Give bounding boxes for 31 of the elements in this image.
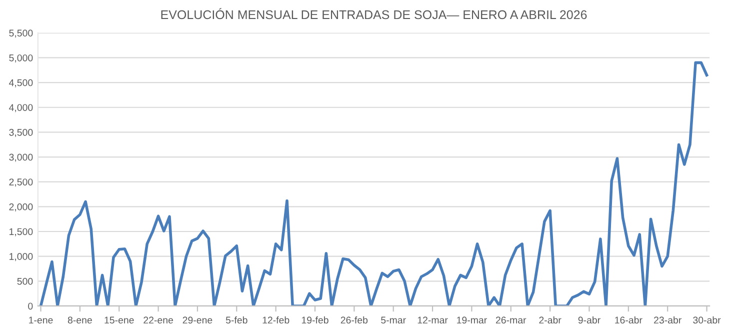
- x-tick-label: 19-feb: [302, 316, 328, 324]
- y-tick-label: 2,500: [9, 178, 33, 187]
- y-tick-label: 4,000: [8, 104, 33, 112]
- x-tick-label: 12-feb: [262, 316, 290, 324]
- y-tick-label: 2,000: [9, 203, 33, 212]
- x-tick-label: 26-mar: [496, 316, 526, 324]
- y-tick-label: 0: [28, 302, 33, 310]
- chart-title: EVOLUCIÓN MENSUAL DE ENTRADAS DE SOJA— ENERO A ABRIL 2026: [161, 8, 587, 20]
- y-tick-label: 500: [17, 278, 33, 285]
- x-tick-label: 12-mar: [418, 316, 448, 324]
- y-tick-label: 1,000: [10, 253, 33, 262]
- x-tick-label: 9-abr: [578, 316, 600, 324]
- x-tick-label: 16-abr: [615, 316, 642, 324]
- y-tick-label: 3,500: [9, 128, 33, 137]
- x-tick-label: 2-abr: [539, 316, 562, 324]
- y-tick-label: 5,500: [9, 30, 33, 38]
- x-tick-label: 30-abr: [693, 316, 721, 324]
- x-tick-label: 1-ene: [29, 316, 53, 324]
- y-tick-label: 4,500: [8, 79, 33, 88]
- y-tick-label: 3,000: [9, 154, 33, 162]
- y-tick-label: 5,000: [9, 54, 33, 62]
- x-tick-label: 29-ene: [182, 316, 212, 324]
- x-tick-label: 23-abr: [654, 316, 682, 324]
- x-tick-label: 26-feb: [340, 316, 368, 324]
- x-tick-label: 5-feb: [226, 316, 248, 324]
- y-tick-label: 1,500: [10, 228, 33, 236]
- x-tick-label: 5-mar: [381, 316, 406, 324]
- x-tick-label: 15-ene: [104, 316, 134, 324]
- x-tick-label: 19-mar: [457, 316, 487, 324]
- x-tick-label: 22-ene: [144, 316, 173, 324]
- x-tick-label: 8-ene: [68, 316, 92, 324]
